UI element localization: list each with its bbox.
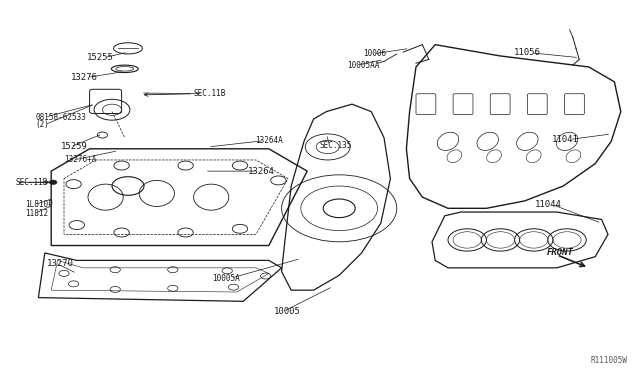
Text: 1L810P: 1L810P <box>26 200 53 209</box>
Text: (2): (2) <box>35 120 49 129</box>
Text: 10005A: 10005A <box>212 274 240 283</box>
Text: SEC.135: SEC.135 <box>320 141 353 150</box>
Text: FRONT: FRONT <box>547 248 574 257</box>
Circle shape <box>49 180 57 185</box>
Text: 11056: 11056 <box>514 48 541 57</box>
Text: 08158-62533: 08158-62533 <box>35 113 86 122</box>
Text: 15255: 15255 <box>87 53 114 62</box>
Text: 11041: 11041 <box>552 135 579 144</box>
Text: 13276+A: 13276+A <box>64 155 97 164</box>
Text: 10006: 10006 <box>364 49 387 58</box>
Text: SEC.11B: SEC.11B <box>16 178 49 187</box>
Text: 10005: 10005 <box>274 307 301 316</box>
Text: 13276: 13276 <box>70 73 97 82</box>
Text: SEC.11B: SEC.11B <box>193 89 226 98</box>
Text: 15259: 15259 <box>61 142 88 151</box>
Text: 13264: 13264 <box>248 167 275 176</box>
Text: 11044: 11044 <box>535 200 562 209</box>
Text: 11812: 11812 <box>26 209 49 218</box>
Text: R111005W: R111005W <box>590 356 627 365</box>
Text: 13270: 13270 <box>47 259 74 268</box>
Text: 10005AA: 10005AA <box>347 61 380 70</box>
Text: 13264A: 13264A <box>255 136 282 145</box>
